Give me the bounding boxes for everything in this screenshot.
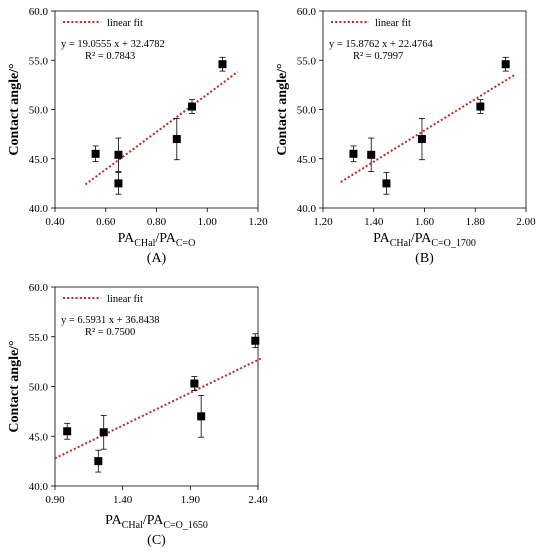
chart-b-svg: 40.0 45.0 50.0 55.0 60.0 1.20 1.40 1.60 1.80 2.00…: [275, 6, 536, 266]
legend-label: linear fit: [375, 18, 411, 29]
x-tick-label: 1.90: [181, 494, 201, 506]
data-point: [417, 135, 426, 144]
y-tick-label: 50.0: [29, 105, 49, 117]
y-tick-label: 40.0: [29, 481, 49, 493]
x-label-main: PA: [105, 513, 123, 528]
fit-equation: y = 6.5931 x + 36.8438: [61, 315, 159, 326]
y-tick-label: 40.0: [297, 203, 317, 215]
y-tick-label: 60.0: [297, 6, 317, 18]
data-point: [63, 427, 72, 436]
data-point: [114, 179, 123, 188]
x-label-mid: /PA: [155, 231, 176, 246]
data-point: [382, 179, 391, 188]
x-tick-label: 1.40: [364, 216, 384, 228]
panel-label: (A): [147, 251, 167, 266]
y-axis-label: Contact angle/°: [275, 63, 290, 155]
x-label-mid: /PA: [143, 513, 164, 528]
x-tick-label: 1.40: [113, 494, 133, 506]
x-label-subscript-1: CHal: [390, 238, 411, 249]
x-label-subscript-2: C=O: [176, 238, 196, 249]
y-tick-label: 55.0: [29, 332, 49, 344]
x-label-main: PA: [373, 231, 391, 246]
data-point: [218, 60, 227, 69]
y-tick-label: 55.0: [29, 55, 49, 67]
y-tick-label: 60.0: [29, 6, 49, 18]
y-tick-label: 45.0: [29, 431, 49, 443]
data-point: [188, 102, 197, 111]
x-tick-label: 0.80: [147, 216, 167, 228]
fit-equation: y = 15.8762 x + 22.4764: [329, 39, 433, 50]
y-tick-label: 45.0: [29, 154, 49, 166]
data-point: [99, 428, 108, 437]
x-label-subscript-2: C=O_1700: [431, 238, 476, 249]
x-tick-label: 0.60: [96, 216, 116, 228]
data-point: [501, 60, 510, 69]
y-tick-label: 45.0: [297, 154, 317, 166]
data-point: [114, 150, 123, 159]
data-point: [367, 150, 376, 159]
chart-a-svg: 40.0 45.0 50.0 55.0 60.0 0.40 0.60 0.80 1.00 1.20…: [7, 6, 268, 266]
data-point: [172, 135, 181, 144]
x-axis-label: PACHal/PAC=O: [118, 231, 196, 249]
x-label-subscript-2: C=O_1650: [163, 520, 208, 531]
y-tick-label: 55.0: [297, 55, 317, 67]
data-point: [94, 457, 103, 466]
x-tick-label: 2.00: [516, 216, 536, 228]
fit-line: [54, 357, 262, 460]
y-tick-label: 60.0: [29, 282, 49, 294]
chart-panel-b: 40.0 45.0 50.0 55.0 60.0 1.20 1.40 1.60 1.80 2.00…: [272, 0, 541, 272]
fit-r-squared: R² = 0.7500: [85, 327, 135, 338]
y-axis-label: Contact angle/°: [7, 340, 22, 432]
x-tick-label: 2.40: [248, 494, 268, 506]
chart-c-svg: 40.0 45.0 50.0 55.0 60.0 0.90 1.40 1.90 2.40 line…: [7, 282, 268, 548]
x-tick-label: 1.20: [313, 216, 333, 228]
x-label-subscript-1: CHal: [122, 520, 143, 531]
x-axis-label: PACHal/PAC=O_1650: [105, 513, 208, 531]
panel-label: (B): [415, 251, 434, 266]
chart-panel-a: 40.0 45.0 50.0 55.0 60.0 0.40 0.60 0.80 1.00 1.20…: [0, 0, 272, 272]
x-tick-label: 0.90: [45, 494, 65, 506]
chart-panel-c: 40.0 45.0 50.0 55.0 60.0 0.90 1.40 1.90 2.40 line…: [0, 278, 272, 550]
x-label-main: PA: [118, 231, 136, 246]
fit-equation: y = 19.0555 x + 32.4782: [61, 39, 165, 50]
x-axis-label: PACHal/PAC=O_1700: [373, 231, 476, 249]
y-tick-label: 40.0: [29, 203, 49, 215]
data-point: [91, 149, 100, 158]
fit-line: [84, 71, 239, 186]
fit-r-squared: R² = 0.7997: [353, 51, 403, 62]
data-point: [190, 379, 199, 388]
x-tick-label: 0.40: [45, 216, 65, 228]
data-point: [476, 102, 485, 111]
x-tick-label: 1.00: [198, 216, 218, 228]
data-point: [349, 149, 358, 158]
y-tick-label: 50.0: [29, 382, 49, 394]
panel-label: (C): [147, 533, 166, 548]
legend-label: linear fit: [107, 294, 143, 305]
legend-label: linear fit: [107, 18, 143, 29]
fit-line: [340, 73, 517, 183]
x-label-subscript-1: CHal: [134, 238, 155, 249]
x-label-mid: /PA: [411, 231, 432, 246]
data-point: [197, 412, 206, 421]
y-axis-label: Contact angle/°: [7, 63, 22, 155]
x-tick-label: 1.20: [248, 216, 268, 228]
x-tick-label: 1.60: [415, 216, 435, 228]
y-tick-label: 50.0: [297, 105, 317, 117]
data-point: [251, 336, 260, 345]
x-tick-label: 1.80: [466, 216, 486, 228]
fit-r-squared: R² = 0.7843: [85, 51, 135, 62]
